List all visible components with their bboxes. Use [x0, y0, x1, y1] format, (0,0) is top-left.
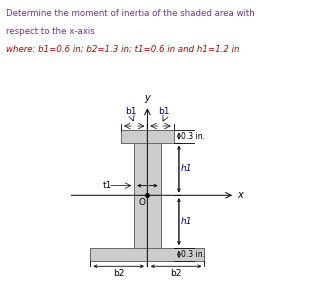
- Text: h1: h1: [181, 217, 193, 226]
- Text: b2: b2: [170, 269, 182, 278]
- Text: b1: b1: [158, 107, 170, 116]
- Bar: [121, 130, 174, 143]
- Text: 0.3 in.: 0.3 in.: [181, 132, 205, 141]
- Bar: [90, 248, 204, 261]
- Text: h1: h1: [181, 164, 193, 173]
- Bar: [134, 143, 161, 248]
- Text: y: y: [144, 93, 150, 103]
- Text: O: O: [138, 198, 145, 207]
- Text: t1: t1: [103, 181, 112, 190]
- Text: b1: b1: [125, 107, 136, 116]
- Text: x: x: [237, 190, 243, 200]
- Text: 0.3 in.: 0.3 in.: [181, 250, 205, 259]
- Text: respect to the x-axis: respect to the x-axis: [6, 27, 95, 36]
- Text: where: b1=0.6 in; b2=1.3 in; t1=0.6 in and h1=1.2 in: where: b1=0.6 in; b2=1.3 in; t1=0.6 in a…: [6, 45, 240, 54]
- Text: b2: b2: [113, 269, 125, 278]
- Text: Determine the moment of inertia of the shaded area with: Determine the moment of inertia of the s…: [6, 9, 255, 18]
